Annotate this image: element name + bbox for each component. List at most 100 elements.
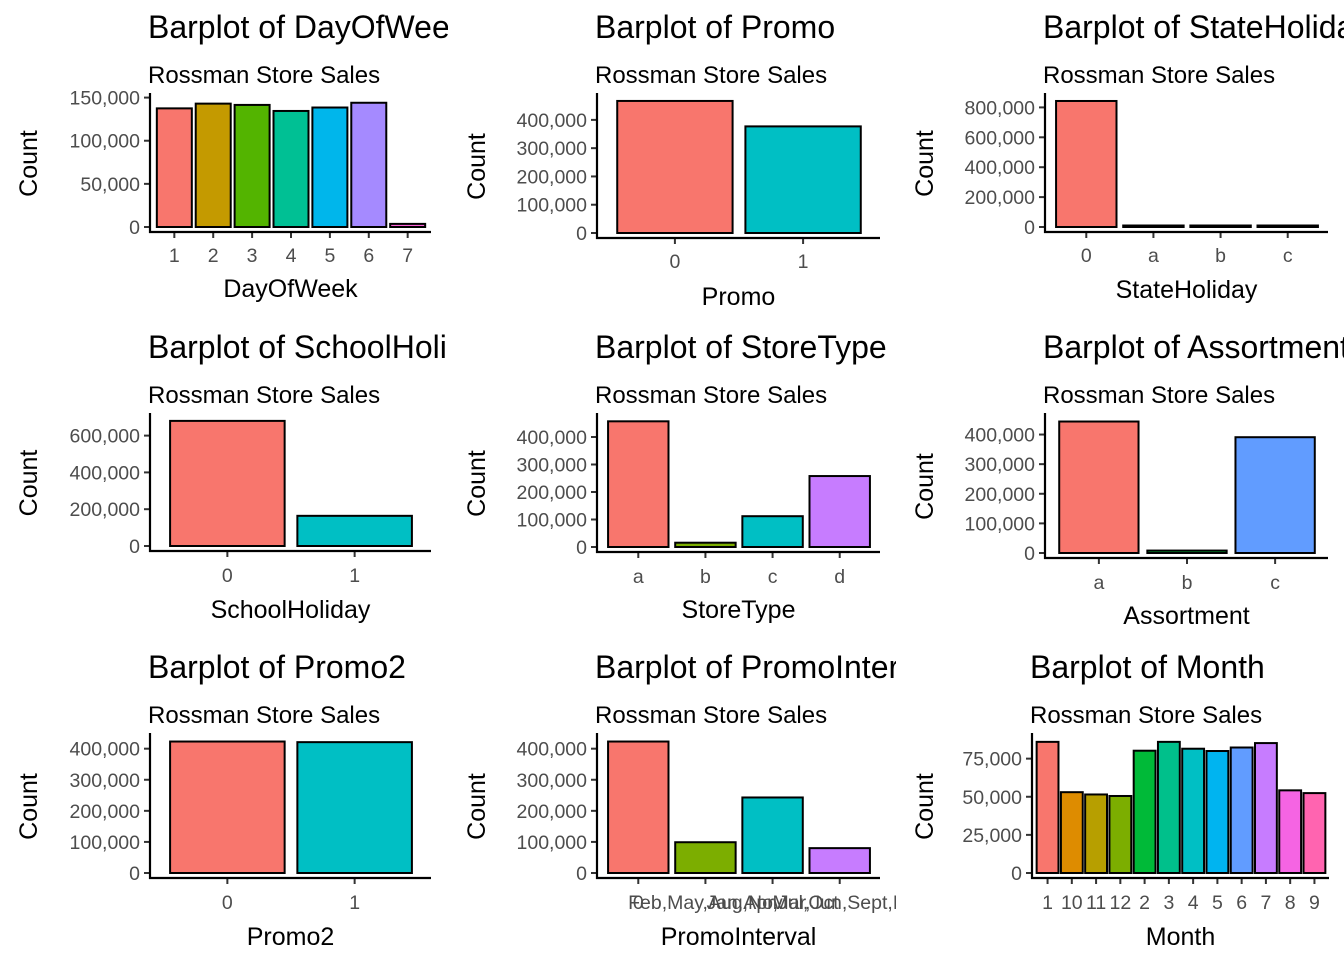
bar-4 <box>1181 747 1206 874</box>
y-axis-title: Count <box>463 133 491 200</box>
chart-title: Barplot of Promo <box>595 9 835 45</box>
bar-c <box>1234 436 1316 554</box>
bar-7 <box>1254 742 1278 875</box>
x-tick-label: c <box>1283 245 1293 267</box>
y-axis-title: Count <box>911 773 939 840</box>
bar-6 <box>350 101 388 228</box>
y-tick-label: 400,000 <box>965 425 1036 447</box>
y-tick-label: 75,000 <box>962 749 1022 771</box>
chart-title: Barplot of Promo2 <box>148 649 406 685</box>
y-tick-label: 100,000 <box>517 195 588 217</box>
y-tick-label: 100,000 <box>965 513 1036 535</box>
x-axis-title: Assortment <box>1123 602 1249 630</box>
x-tick-label: 0 <box>222 565 233 587</box>
y-tick-label: 300,000 <box>965 454 1036 476</box>
bar-8 <box>1278 789 1303 874</box>
x-tick-label: 4 <box>286 245 297 267</box>
y-axis-title: Count <box>15 450 43 517</box>
bar-3 <box>233 103 271 228</box>
bar-2 <box>194 102 232 228</box>
bar-c <box>741 515 804 549</box>
chart-subtitle: Rossman Store Sales <box>1030 702 1262 729</box>
x-axis-title: DayOfWeek <box>223 275 358 303</box>
y-tick-label: 200,000 <box>965 484 1036 506</box>
y-tick-label: 200,000 <box>517 482 588 504</box>
bar-0 <box>616 99 734 234</box>
x-tick-label: b <box>1215 245 1226 267</box>
bar-a <box>1122 224 1185 228</box>
x-tick-label: 8 <box>1285 892 1296 914</box>
y-tick-label: 50,000 <box>962 787 1022 809</box>
x-tick-label: 5 <box>1212 892 1223 914</box>
y-tick-label: 400,000 <box>965 157 1036 179</box>
chart-panel-9: Barplot of Month Rossman Store Sales 0 25,0… <box>911 649 1329 951</box>
x-axis-title: Promo2 <box>247 923 335 951</box>
y-tick-label: 400,000 <box>517 110 588 132</box>
x-axis-title: StoreType <box>682 596 796 624</box>
chart-panel-1: Barplot of DayOfWeek Rossman Store Sales 0… <box>15 9 448 303</box>
x-tick-label: Jan,Apr,Jul,Oct <box>706 892 839 914</box>
x-tick-label: 11 <box>1086 892 1106 914</box>
chart-title: Barplot of Assortment <box>1043 329 1344 365</box>
x-tick-label: a <box>1148 245 1159 267</box>
chart-subtitle: Rossman Store Sales <box>148 62 380 89</box>
y-axis-title: Count <box>911 130 939 197</box>
x-axis-title: StateHoliday <box>1116 276 1258 304</box>
bar-1 <box>744 125 862 234</box>
x-tick-label: 3 <box>1163 892 1174 914</box>
y-tick-label: 600,000 <box>965 127 1036 149</box>
bar-9 <box>1302 792 1327 874</box>
chart-panel-8: Barplot of PromoInterval Rossman Store Sa… <box>463 649 896 951</box>
x-tick-label: 12 <box>1109 892 1131 914</box>
y-tick-label: 0 <box>576 537 587 559</box>
bar-1 <box>296 514 413 548</box>
y-tick-label: 0 <box>576 863 587 885</box>
y-tick-label: 200,000 <box>70 499 141 521</box>
chart-subtitle: Rossman Store Sales <box>1043 62 1275 89</box>
bar-a <box>607 420 670 549</box>
x-tick-label: 0 <box>222 892 233 914</box>
chart-panel-3: Barplot of StateHoliday Rossman Store Sal… <box>911 9 1344 304</box>
x-tick-label: 10 <box>1061 892 1083 914</box>
x-axis-title: Month <box>1146 923 1215 951</box>
bar-0 <box>169 740 286 875</box>
bar-1 <box>1035 740 1060 874</box>
chart-panel-5: Barplot of StoreType Rossman Store Sales 0… <box>463 329 887 624</box>
x-tick-label: 2 <box>208 245 219 267</box>
bar-12 <box>1108 794 1133 874</box>
y-axis-title: Count <box>15 773 43 840</box>
x-tick-label: d <box>834 566 845 588</box>
bar-4 <box>272 109 310 228</box>
chart-subtitle: Rossman Store Sales <box>148 382 380 409</box>
y-tick-label: 300,000 <box>517 138 588 160</box>
x-tick-label: c <box>768 566 778 588</box>
y-tick-label: 400,000 <box>70 462 141 484</box>
x-tick-label: a <box>1093 572 1104 594</box>
x-axis-title: SchoolHoliday <box>211 596 371 624</box>
y-tick-label: 600,000 <box>70 426 141 448</box>
bar-Feb,May,Aug,Nov <box>674 841 737 874</box>
y-tick-label: 0 <box>1024 217 1035 239</box>
y-axis-title: Count <box>463 450 491 517</box>
x-tick-label: 1 <box>349 892 360 914</box>
y-tick-label: 100,000 <box>70 832 141 854</box>
x-tick-label: 1 <box>169 245 180 267</box>
bar-6 <box>1229 746 1254 874</box>
y-tick-label: 0 <box>129 217 140 239</box>
bar-0 <box>1055 99 1118 228</box>
chart-subtitle: Rossman Store Sales <box>595 382 827 409</box>
y-tick-label: 800,000 <box>965 97 1036 119</box>
chart-title: Barplot of StateHoliday <box>1043 9 1344 45</box>
bar-Jan,Apr,Jul,Oct <box>741 796 804 874</box>
y-tick-label: 150,000 <box>70 88 141 110</box>
x-tick-label: 7 <box>1260 892 1271 914</box>
chart-title: Barplot of SchoolHoliday <box>148 329 498 365</box>
x-tick-label: 3 <box>247 245 258 267</box>
chart-panel-2: Barplot of Promo Rossman Store Sales 0 100,… <box>463 9 880 311</box>
x-tick-label: a <box>633 566 644 588</box>
x-tick-label: 4 <box>1188 892 1199 914</box>
x-tick-label: 2 <box>1139 892 1150 914</box>
bar-d <box>808 475 871 548</box>
